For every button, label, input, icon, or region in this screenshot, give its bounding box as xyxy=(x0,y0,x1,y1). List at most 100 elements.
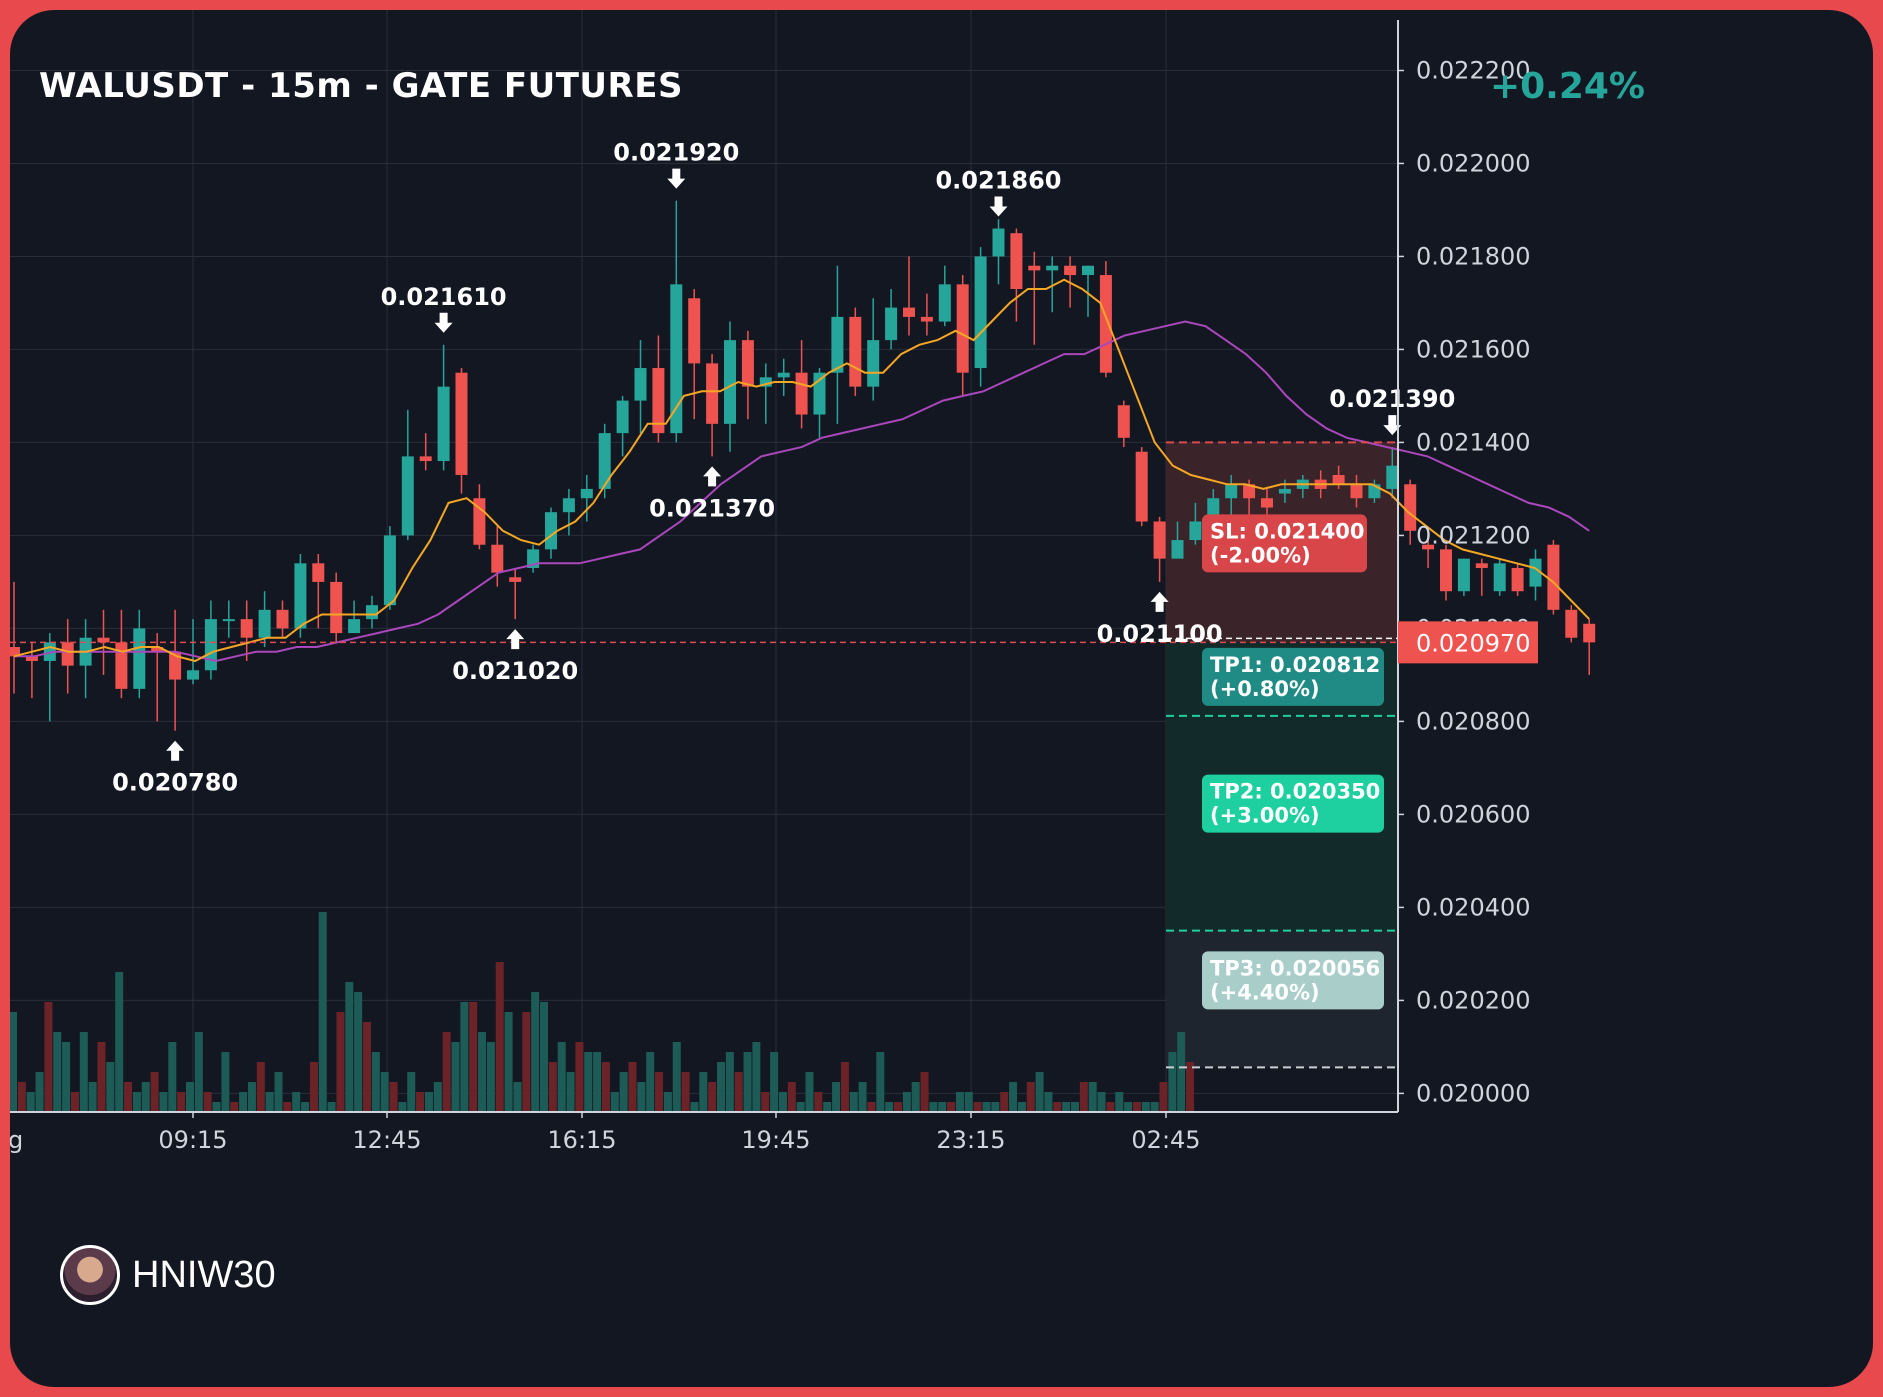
candle-body xyxy=(580,488,593,499)
volume-bar xyxy=(168,1042,177,1112)
level-sub: (+0.80%) xyxy=(1210,677,1320,701)
volume-bar xyxy=(947,1102,956,1112)
volume-bar xyxy=(964,1092,973,1112)
volume-bar xyxy=(371,1052,380,1112)
volume-bar xyxy=(770,1052,779,1112)
volume-bar xyxy=(424,1092,433,1112)
annotation-label: 0.021020 xyxy=(452,657,578,685)
ema-fast-line xyxy=(13,278,1590,663)
volume-bar xyxy=(416,1092,425,1112)
candle-body xyxy=(670,284,683,434)
annotation-label: 0.021610 xyxy=(381,283,507,311)
volume-bar xyxy=(1017,1102,1026,1112)
price-chart[interactable]: SL: 0.021400(-2.00%) TP1: 0.020812(+0.80%… xyxy=(10,10,1873,1387)
volume-bar xyxy=(814,1092,823,1112)
candle-body xyxy=(938,284,951,322)
volume-bar xyxy=(70,1092,79,1112)
volume-bar xyxy=(1106,1102,1115,1112)
candle-body xyxy=(598,433,611,489)
volume-bar xyxy=(832,1082,841,1112)
annotation-high: 0.021860 xyxy=(935,167,1062,217)
level-title: TP1: 0.020812 xyxy=(1210,653,1380,677)
candle-body xyxy=(10,647,20,657)
price-tick-label: 0.021600 xyxy=(1416,335,1531,363)
time-tick-label: 19:45 xyxy=(741,1126,810,1154)
volume-bar xyxy=(646,1052,655,1112)
candle-body xyxy=(1511,567,1524,592)
time-tick-label: 23:15 xyxy=(936,1126,1005,1154)
arrow-down-icon xyxy=(434,312,453,333)
volume-bar xyxy=(540,1002,548,1112)
volume-bar xyxy=(734,1072,743,1112)
volume-bar xyxy=(929,1102,938,1112)
candle-body xyxy=(1028,265,1041,271)
volume-bar xyxy=(124,1082,133,1112)
volume-bar xyxy=(885,1102,894,1112)
candle-body xyxy=(1261,498,1273,508)
candle-body xyxy=(1278,488,1291,494)
volume-bar xyxy=(150,1072,159,1112)
candle-body xyxy=(348,619,361,634)
volume-bar xyxy=(230,1102,239,1112)
volume-bar xyxy=(725,1052,734,1112)
volume-bar xyxy=(1168,1052,1177,1112)
current-price-label: 0.020970 xyxy=(1416,629,1531,657)
volume-bar xyxy=(407,1072,416,1112)
volume-bar xyxy=(301,1102,310,1112)
volume-bar xyxy=(601,1062,610,1112)
volume-bar xyxy=(858,1082,867,1112)
volume-bar xyxy=(655,1072,664,1112)
price-tick-label: 0.021200 xyxy=(1416,521,1531,549)
volume-bar xyxy=(973,1102,982,1112)
volume-bar xyxy=(469,1002,478,1112)
volume-bar xyxy=(327,1102,336,1112)
volume-bar xyxy=(194,1032,203,1112)
volume-bar xyxy=(1097,1092,1106,1112)
annotation-low: 0.021020 xyxy=(452,629,578,685)
volume-bar xyxy=(239,1092,248,1112)
volume-bar xyxy=(1044,1092,1053,1112)
candle-body xyxy=(759,377,772,387)
volume-bar xyxy=(681,1072,690,1112)
level-sub: (-2.00%) xyxy=(1210,543,1311,567)
candle-body xyxy=(652,368,665,434)
candle-body xyxy=(1386,465,1399,489)
volume-bar xyxy=(44,1002,53,1112)
volume-bar xyxy=(88,1082,97,1112)
candle-body xyxy=(383,535,396,606)
volume-bar xyxy=(486,1042,495,1112)
volume-bar xyxy=(1124,1102,1133,1112)
candle-body xyxy=(169,651,182,680)
annotation-low: 0.021100 xyxy=(1097,591,1223,648)
candle-body xyxy=(25,656,38,661)
volume-bar xyxy=(938,1102,947,1112)
candle-body xyxy=(276,609,289,629)
arrow-up-icon xyxy=(166,740,185,761)
candle-body xyxy=(562,498,575,513)
volume-bar xyxy=(62,1042,71,1112)
volume-bar xyxy=(849,1092,858,1112)
level-label-tp1: TP1: 0.020812(+0.80%) xyxy=(1202,647,1384,706)
volume-bar xyxy=(106,1062,115,1112)
volume-bar xyxy=(1088,1082,1097,1112)
volume-bar xyxy=(787,1082,796,1112)
annotation-low: 0.020780 xyxy=(112,740,238,797)
level-box xyxy=(1202,647,1384,706)
volume-bar xyxy=(708,1082,717,1112)
volume-bar xyxy=(115,972,124,1112)
volume-bar xyxy=(513,1082,522,1112)
time-tick-label-partial: g xyxy=(10,1126,23,1154)
volume-bar xyxy=(593,1052,602,1112)
price-tick-label: 0.022200 xyxy=(1416,56,1531,84)
volume-bar xyxy=(991,1102,1000,1112)
volume-bar xyxy=(575,1042,584,1112)
candle-body xyxy=(1189,521,1202,541)
volume-bar xyxy=(1115,1092,1124,1112)
candle-body xyxy=(634,368,647,401)
arrow-down-icon xyxy=(1383,415,1402,436)
volume-bar xyxy=(1177,1032,1186,1112)
candle-body xyxy=(1332,474,1345,485)
candle-body xyxy=(956,284,969,373)
volume xyxy=(10,912,1195,1112)
candle-body xyxy=(920,316,933,322)
